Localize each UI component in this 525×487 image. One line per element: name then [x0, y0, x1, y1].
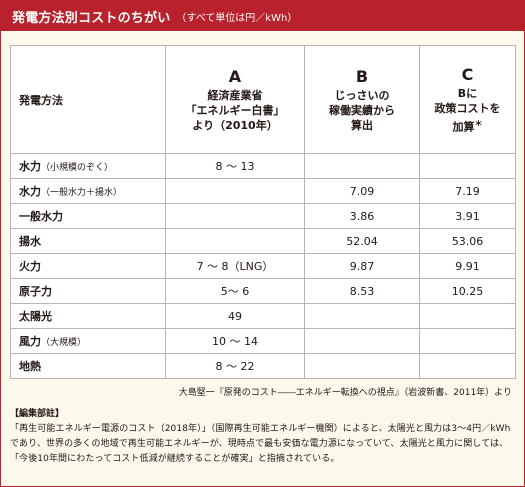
- header-line: より（2010年）: [192, 118, 278, 132]
- table-row: 揚水 52.04 53.06: [10, 228, 516, 254]
- cost-cell-c: 53.06: [419, 228, 516, 254]
- cost-cell-a: 10 〜 14: [165, 328, 305, 354]
- editor-note-text: 「再生可能エネルギー電源のコスト（2018年）」（国際再生可能エネルギー機関）に…: [10, 424, 511, 464]
- editor-note: 【編集部註】 「再生可能エネルギー電源のコスト（2018年）」（国際再生可能エネ…: [10, 407, 515, 467]
- header-column-a: A 経済産業省 「エネルギー白書」 より（2010年）: [165, 45, 305, 154]
- cost-cell-c: [419, 153, 516, 179]
- table-body: 水力（小規模のぞく） 8 〜 13 水力（一般水力＋揚水） 7.09 7.19 一般水力 3…: [10, 153, 516, 379]
- header-line: 稼働実績から: [329, 103, 395, 117]
- table-row: 風力（大規模） 10 〜 14: [10, 328, 516, 354]
- row-method: 原子力: [10, 278, 166, 304]
- method-name: 揚水: [19, 235, 41, 248]
- figure-title: 発電方法別コストのちがい: [12, 10, 171, 26]
- cost-cell-b: 8.53: [304, 278, 420, 304]
- header-line: 経済産業省: [207, 88, 263, 102]
- method-note: （一般水力＋揚水）: [41, 188, 123, 198]
- table-row: 火力 7 〜 8（LNG） 9.87 9.91: [10, 253, 516, 279]
- cost-cell-b: 7.09: [304, 178, 420, 204]
- row-method: 水力（一般水力＋揚水）: [10, 178, 166, 204]
- header-line: 政策コストを: [434, 101, 501, 115]
- cost-cell-b: [304, 303, 420, 329]
- row-method: 揚水: [10, 228, 166, 254]
- header-line: 加算＊: [420, 116, 515, 135]
- method-name: 火力: [19, 260, 41, 273]
- header-letter: C: [461, 64, 474, 84]
- row-method: 地熱: [10, 353, 166, 379]
- header-column-b: B じっさいの 稼働実績から 算出: [304, 45, 420, 154]
- table-header-row: 発電方法 A 経済産業省 「エネルギー白書」 より（2010年） B じっさいの…: [10, 45, 516, 154]
- table-row: 一般水力 3.86 3.91: [10, 203, 516, 229]
- source-citation: 大島堅一『原発のコスト――エネルギー転換への視点』（岩波新書、2011年）より: [178, 388, 512, 398]
- cost-cell-b: 3.86: [304, 203, 420, 229]
- cost-cell-a: 8 〜 22: [165, 353, 305, 379]
- row-method: 一般水力: [10, 203, 166, 229]
- cost-cell-c: 10.25: [419, 278, 516, 304]
- row-method: 水力（小規模のぞく）: [10, 153, 166, 179]
- method-name: 太陽光: [19, 310, 52, 323]
- table-row: 太陽光 49: [10, 303, 516, 329]
- cost-cell-c: [419, 353, 516, 379]
- method-name: 原子力: [19, 285, 52, 298]
- header-letter: A: [228, 66, 242, 86]
- cost-cell-b: [304, 353, 420, 379]
- row-method: 太陽光: [10, 303, 166, 329]
- method-name: 水力: [19, 160, 41, 173]
- method-note: （小規模のぞく）: [41, 163, 114, 173]
- table-row: 水力（小規模のぞく） 8 〜 13: [10, 153, 516, 179]
- cost-cell-a: [165, 228, 305, 254]
- header-line: 算出: [351, 118, 373, 132]
- method-name: 一般水力: [19, 210, 63, 223]
- header-column-c: C Bに 政策コストを 加算＊: [419, 45, 516, 154]
- header-line-text: 加算: [452, 120, 475, 134]
- cost-cell-c: 9.91: [419, 253, 516, 279]
- cost-cell-b: 9.87: [304, 253, 420, 279]
- method-name: 風力: [19, 335, 41, 348]
- header-letter: B: [355, 66, 369, 86]
- cost-cell-b: [304, 328, 420, 354]
- cost-cell-a: 49: [165, 303, 305, 329]
- cost-cell-a: [165, 203, 305, 229]
- editor-note-label: 【編集部註】: [10, 409, 65, 419]
- header-line: じっさいの: [334, 88, 390, 102]
- header-method: 発電方法: [10, 45, 166, 154]
- header-line: Bに: [457, 86, 478, 100]
- row-method: 火力: [10, 253, 166, 279]
- method-note: （大規模）: [41, 338, 87, 348]
- cost-cell-a: [165, 178, 305, 204]
- asterisk-mark: ＊: [474, 118, 483, 128]
- cost-table: 発電方法 A 経済産業省 「エネルギー白書」 より（2010年） B じっさいの…: [10, 45, 516, 379]
- table-row: 地熱 8 〜 22: [10, 353, 516, 379]
- row-method: 風力（大規模）: [10, 328, 166, 354]
- cost-cell-b: [304, 153, 420, 179]
- cost-cell-b: 52.04: [304, 228, 420, 254]
- method-name: 水力: [19, 185, 41, 198]
- figure-unit-note: （すべて単位は円／kWh）: [176, 12, 298, 24]
- cost-cell-c: 3.91: [419, 203, 516, 229]
- cost-cell-c: [419, 303, 516, 329]
- cost-cell-a: 5〜 6: [165, 278, 305, 304]
- cost-cell-c: [419, 328, 516, 354]
- table-row: 原子力 5〜 6 8.53 10.25: [10, 278, 516, 304]
- title-bar: 発電方法別コストのちがい （すべて単位は円／kWh）: [1, 1, 524, 31]
- method-name: 地熱: [19, 360, 41, 373]
- cost-cell-c: 7.19: [419, 178, 516, 204]
- header-line: 「エネルギー白書」: [185, 103, 285, 117]
- table-row: 水力（一般水力＋揚水） 7.09 7.19: [10, 178, 516, 204]
- cost-cell-a: 7 〜 8（LNG）: [165, 253, 305, 279]
- cost-cell-a: 8 〜 13: [165, 153, 305, 179]
